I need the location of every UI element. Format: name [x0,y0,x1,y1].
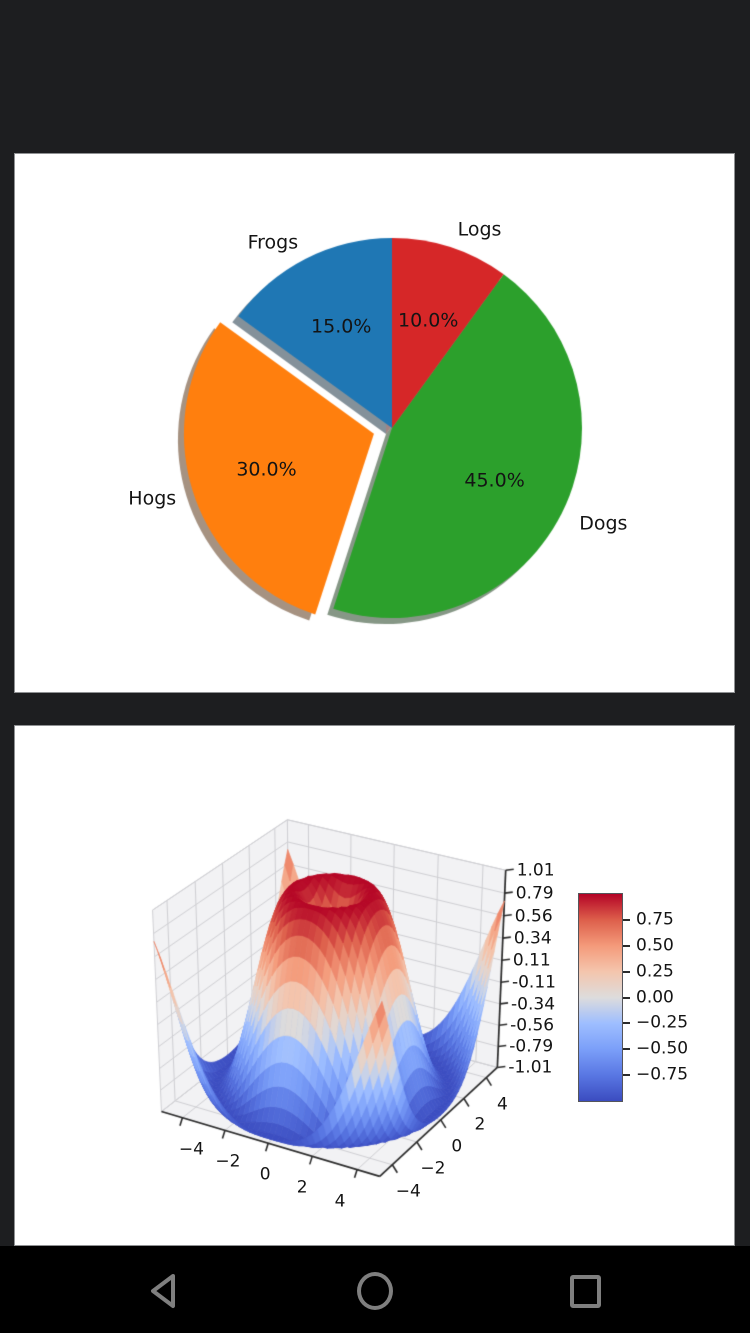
z-tick-label: -0.11 [511,972,556,993]
colorbar-tick-label: −0.25 [636,1012,689,1033]
y-tick-label: −4 [395,1181,421,1202]
z-tick-label: -0.79 [509,1036,554,1057]
pie-pct-label: 10.0% [398,309,459,332]
pie-slice-label: Logs [457,218,502,241]
colorbar-tick-mark [623,1074,630,1077]
home-icon [357,1272,393,1310]
colorbar-tick-label: 0.25 [636,961,674,982]
z-tick-label: 1.01 [516,860,555,881]
x-tick-label: −2 [215,1151,241,1172]
pie-chart-panel: Frogs 15.0% Hogs 30.0% Dogs 45.0% Logs 10.0% [14,153,735,693]
pie-pct-label: 15.0% [311,315,372,338]
colorbar-tick-mark [623,970,630,973]
colorbar-tick-label: 0.00 [636,987,674,1007]
x-tick-label: 4 [334,1191,346,1212]
home-button[interactable] [347,1263,403,1319]
z-tick-label: -1.01 [508,1057,553,1078]
x-tick-label: 0 [259,1164,271,1185]
pie-slice-label: Frogs [247,231,299,254]
recents-button[interactable] [557,1263,613,1319]
surface-plot-panel: −4 −2 0 2 4 −4 −2 0 2 4 1.01 0.79 0.56 0.34 0.11 -0.11-… [14,725,735,1246]
z-tick-label: 0.34 [513,928,552,949]
y-tick-label: −2 [420,1158,446,1179]
pie-chart-canvas [15,154,734,692]
colorbar-tick-mark [623,918,630,921]
back-icon [151,1274,175,1308]
colorbar-tick-label: −0.50 [636,1038,689,1059]
x-tick-label: −4 [178,1139,204,1160]
pie-pct-label: 45.0% [464,469,525,492]
colorbar-tick-label: 0.50 [636,935,674,956]
colorbar-tick-mark [623,1048,630,1051]
pie-slice-label: Dogs [579,512,628,535]
pie-pct-label: 30.0% [236,458,297,481]
y-tick-label: 2 [474,1114,486,1135]
z-tick-label: 0.11 [512,950,551,971]
pie-slice-label: Hogs [128,487,177,510]
colorbar [578,893,623,1102]
y-tick-label: 0 [451,1136,463,1157]
colorbar-tick-mark [623,944,630,947]
z-tick-label: -0.34 [511,994,556,1015]
colorbar-tick-mark [623,1022,630,1025]
back-button[interactable] [136,1263,192,1319]
android-navbar [0,1246,750,1333]
y-tick-label: 4 [496,1094,508,1115]
colorbar-tick-label: −0.75 [636,1064,689,1085]
colorbar-tick-mark [623,996,630,999]
x-tick-label: 2 [296,1177,308,1198]
z-tick-label: 0.79 [515,883,554,904]
z-tick-label: -0.56 [510,1015,555,1036]
z-tick-label: 0.56 [514,906,553,927]
surface-plot-canvas [15,726,734,1245]
colorbar-tick-label: 0.75 [636,909,674,930]
recents-icon [569,1274,601,1308]
